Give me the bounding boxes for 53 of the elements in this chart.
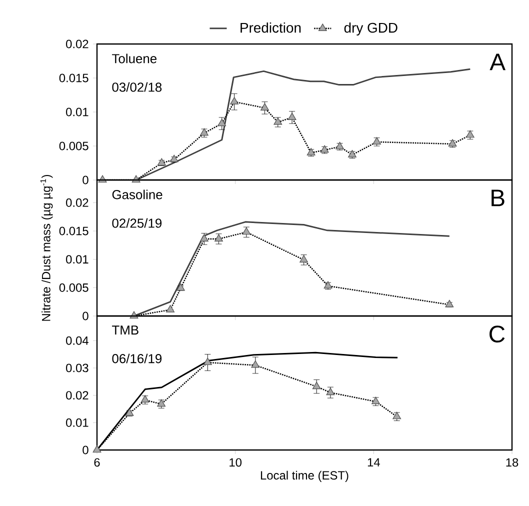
annotation: A — [490, 54, 506, 70]
point — [214, 234, 223, 242]
legend-label: Prediction — [240, 22, 301, 33]
annotation: 06/16/19 — [112, 354, 162, 364]
y-tick-label: 0.01 — [66, 418, 88, 427]
point — [170, 154, 178, 162]
y-axis-title: Nitrate /Dust mass (µg µg$^{-1}$) — [40, 174, 53, 321]
y-tick-label: 0 — [82, 446, 88, 454]
y-tick-label: 0.01 — [66, 255, 88, 264]
x-tick-label: 18 — [506, 458, 518, 467]
point — [166, 304, 175, 312]
y-tick-label: 0.03 — [66, 364, 88, 372]
point — [157, 158, 166, 166]
y-tick-label: 0.01 — [66, 108, 88, 116]
x-tick-label: 10 — [230, 458, 242, 467]
point — [288, 112, 296, 120]
annotation: TMB — [112, 326, 138, 334]
point — [372, 137, 381, 144]
y-tick-label: 0.015 — [59, 226, 88, 236]
point — [200, 234, 208, 242]
x-tick-label: 14 — [368, 458, 380, 466]
point — [176, 283, 185, 291]
annotation: Gasoline — [112, 190, 162, 200]
annotation: Toluene — [112, 54, 157, 64]
y-tick-label: 0.005 — [59, 142, 88, 150]
y-tick-label: 0.04 — [66, 336, 88, 345]
y-tick-label: 0 — [82, 312, 88, 320]
point — [300, 255, 308, 262]
point — [230, 96, 238, 104]
point — [218, 118, 226, 126]
annotation: C — [490, 326, 505, 343]
y-tick-label: 0.02 — [66, 40, 88, 48]
point — [445, 300, 454, 308]
x-axis-title: Local time (EST) — [260, 470, 348, 482]
y-tick-label: 0.005 — [59, 283, 88, 292]
y-tick-label: 0.02 — [66, 198, 88, 207]
point — [203, 358, 212, 366]
point — [242, 227, 251, 235]
point — [92, 445, 102, 453]
point — [251, 360, 260, 368]
legend-label: dry GDD — [344, 22, 398, 36]
annotation: 03/02/18 — [112, 82, 162, 92]
point — [260, 103, 269, 110]
point — [392, 412, 402, 420]
point — [312, 382, 321, 390]
annotation: B — [492, 190, 504, 206]
point — [274, 117, 282, 125]
point — [326, 388, 335, 396]
y-tick-label: 0.015 — [59, 74, 88, 82]
x-tick-label: 6 — [94, 458, 100, 467]
annotation: 02/25/19 — [112, 218, 162, 228]
y-tick-label: 0.02 — [66, 391, 88, 400]
y-tick-label: 0 — [82, 176, 88, 184]
